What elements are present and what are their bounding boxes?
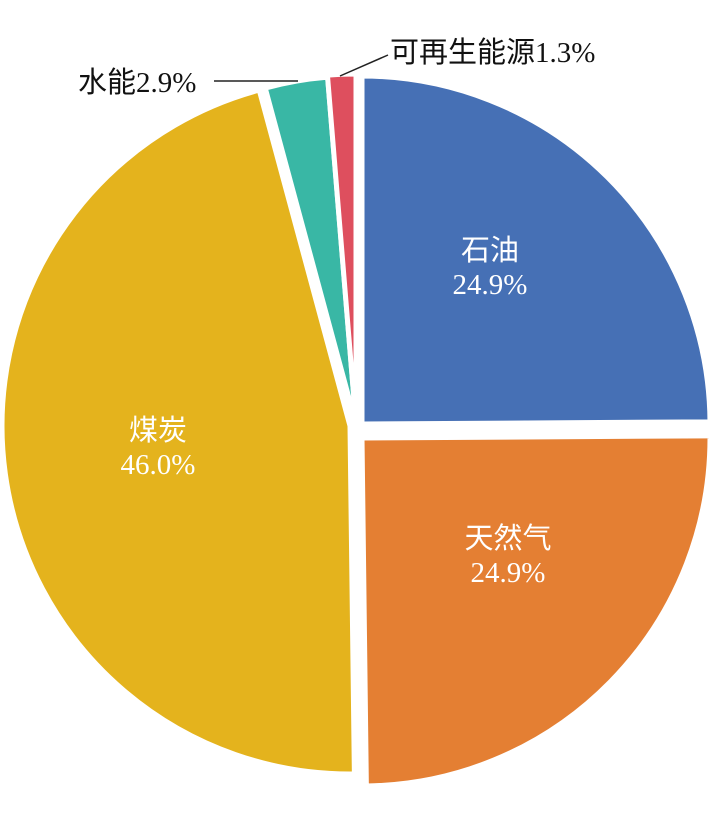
slice-label-0: 石油 <box>461 234 519 267</box>
slice-label-2: 煤炭 <box>129 414 187 447</box>
pie-slice-2 <box>0 86 357 777</box>
slice-value-0: 24.9% <box>453 269 528 301</box>
pie-slice-0 <box>359 73 709 427</box>
pie-slice-1 <box>359 433 709 789</box>
slice-label-4: 可再生能源1.3% <box>390 36 595 69</box>
leader-line-4 <box>339 54 389 77</box>
slice-value-2: 46.0% <box>121 449 196 481</box>
slice-label-3: 水能2.9% <box>78 66 196 99</box>
slice-label-1: 天然气 <box>464 522 551 555</box>
pie-slice-4 <box>324 71 359 425</box>
slice-value-1: 24.9% <box>471 557 546 589</box>
